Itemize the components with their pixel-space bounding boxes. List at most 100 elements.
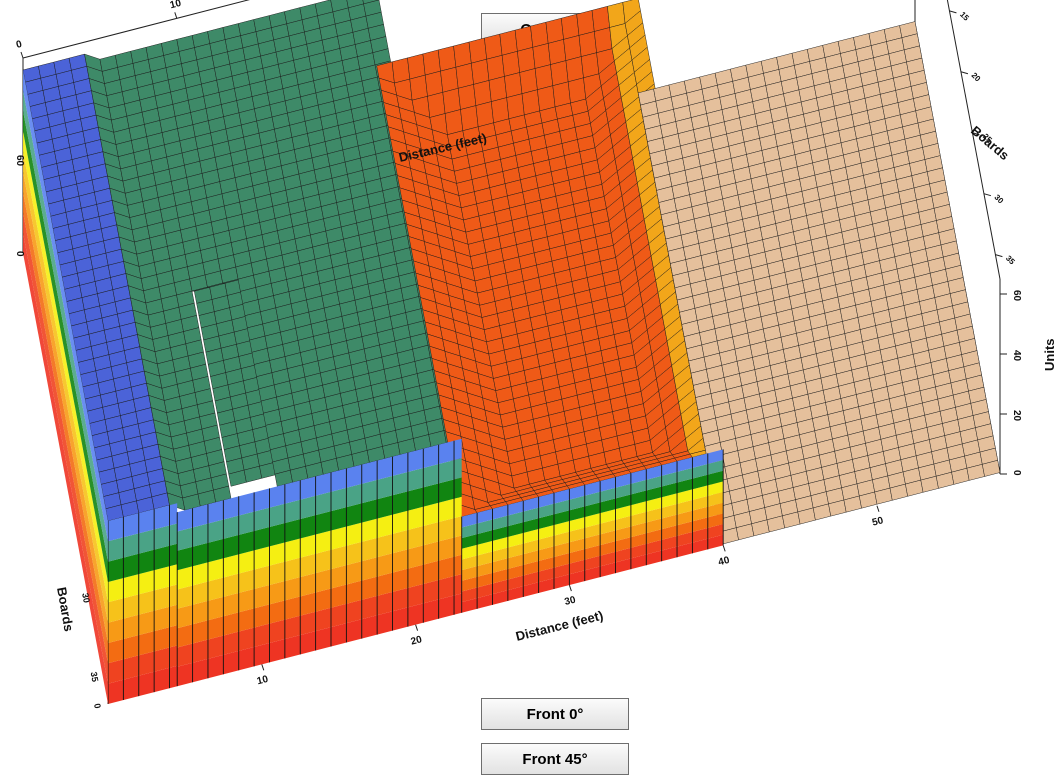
- front-band: [461, 513, 724, 592]
- x-tick-label-front: 10: [256, 674, 270, 687]
- front-band: [177, 458, 462, 551]
- surface-cell: [473, 80, 492, 106]
- left-band: [23, 110, 108, 582]
- left-band: [23, 131, 108, 603]
- x-tick: [876, 505, 880, 512]
- surface-cell: [475, 101, 494, 128]
- x-tick-back: [20, 51, 24, 59]
- surface-cell: [594, 27, 613, 53]
- front-band: [177, 477, 462, 571]
- z-tick-label-left: 0: [14, 251, 25, 257]
- frame-line: [946, 0, 1001, 280]
- axis-ticks: [20, 10, 1007, 671]
- front-band: [461, 460, 724, 539]
- surface-cell: [552, 81, 571, 108]
- front-band: [108, 543, 178, 582]
- x-tick-label-front: 30: [563, 594, 577, 607]
- front-band: [108, 584, 178, 623]
- surface-cell: [391, 57, 411, 84]
- surface-cell: [488, 76, 507, 102]
- surface-cell: [437, 45, 457, 72]
- surface-cell: [442, 88, 461, 114]
- left-band: [23, 171, 108, 643]
- y-tick-label-left: 0: [92, 703, 103, 710]
- front-band: [461, 470, 724, 549]
- surface-cell: [453, 41, 472, 68]
- surface-cell: [519, 68, 538, 94]
- surface-cell: [424, 70, 444, 97]
- surface-cell: [580, 52, 600, 79]
- z-tick-label: 0: [1011, 470, 1022, 476]
- left-band: [23, 151, 108, 623]
- z-axis-title: Units: [1042, 339, 1057, 372]
- surface-cell: [550, 60, 569, 86]
- left-band: [23, 192, 108, 664]
- x-tick: [722, 545, 726, 552]
- surface-cell: [491, 97, 510, 124]
- front-band: [461, 492, 724, 571]
- surface-cell: [982, 460, 1001, 477]
- front-band: [177, 516, 462, 609]
- surface-cell: [455, 62, 474, 89]
- surface-cell: [537, 85, 556, 112]
- surface-cell: [561, 13, 580, 40]
- front-band: [108, 604, 178, 643]
- surface-cell: [534, 64, 554, 90]
- surface-cell: [576, 10, 595, 36]
- surface-cell: [486, 55, 505, 81]
- surface-cell: [532, 43, 551, 69]
- surface-cell: [514, 25, 534, 52]
- front-band: [177, 496, 462, 590]
- surface-cell: [578, 31, 597, 57]
- surface-cell: [530, 21, 549, 48]
- front-band: [108, 665, 178, 704]
- surface-cell: [460, 105, 479, 131]
- y-tick: [995, 254, 1003, 258]
- y-tick-label-right: 20: [970, 71, 983, 84]
- y-tick: [972, 132, 980, 136]
- front-band: [108, 503, 178, 542]
- surface-cell: [547, 39, 567, 65]
- surface-cell: [471, 58, 490, 85]
- surface-mesh: [22, 0, 1001, 704]
- surface-cell: [567, 77, 587, 104]
- surface-cell: [444, 109, 464, 135]
- x-tick-label-front: 20: [410, 634, 424, 647]
- front-45-view-button[interactable]: Front 45°: [481, 743, 629, 775]
- front-band: [461, 534, 724, 613]
- surface-cell: [457, 84, 477, 110]
- surface-cell: [213, 485, 232, 503]
- x-tick-label-back: 10: [169, 0, 183, 11]
- x-axis-title-front: Distance (feet): [514, 608, 605, 644]
- surface-cell: [545, 17, 564, 44]
- y-tick: [960, 71, 969, 75]
- front-band: [108, 564, 178, 603]
- z-tick-label-left: 60: [14, 155, 25, 167]
- surface-cell: [506, 93, 525, 120]
- surface-cell: [468, 37, 487, 64]
- front-band: [108, 645, 178, 684]
- front-band: [108, 523, 178, 562]
- surface-cell: [501, 51, 520, 77]
- frame-line: [22, 0, 250, 59]
- x-tick: [415, 624, 419, 631]
- y-tick-label-right: 15: [958, 10, 971, 23]
- y-tick: [949, 10, 957, 14]
- y-tick: [983, 193, 992, 197]
- x-tick-label-front: 40: [717, 555, 731, 568]
- front-0-view-button[interactable]: Front 0°: [481, 698, 629, 730]
- surface-cell: [422, 49, 441, 76]
- front-band: [177, 574, 462, 667]
- x-tick-back: [174, 12, 178, 19]
- surface-cell: [504, 72, 523, 98]
- front-band: [177, 554, 462, 648]
- left-band: [23, 70, 108, 542]
- y-tick-label-right: 30: [993, 193, 1006, 206]
- surface-cell: [521, 89, 540, 116]
- y-axis-title-left: Boards: [54, 586, 77, 633]
- y-tick-label-left: 30: [80, 592, 92, 604]
- front-band: [108, 625, 178, 664]
- x-tick: [261, 664, 265, 671]
- surface-cell: [517, 47, 536, 73]
